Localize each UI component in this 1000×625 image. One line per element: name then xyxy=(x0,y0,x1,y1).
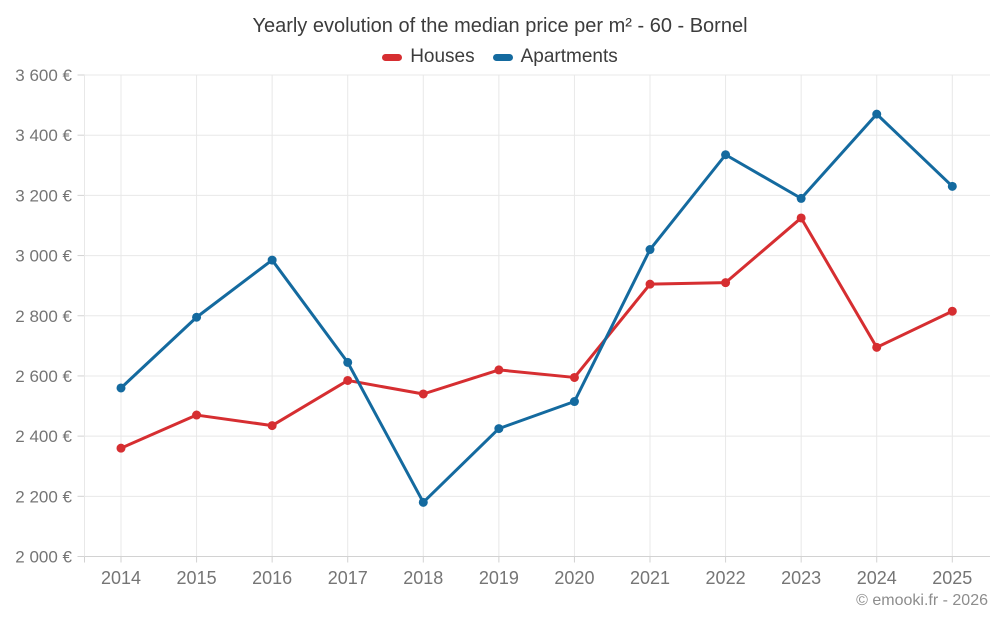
data-point-apartments-2014[interactable] xyxy=(116,383,126,393)
chart-legend: Houses Apartments xyxy=(0,46,1000,68)
apartments-series-swatch-icon xyxy=(492,53,513,61)
x-axis-label: 2022 xyxy=(706,568,746,588)
chart-title: Yearly evolution of the median price per… xyxy=(252,15,748,37)
y-axis-label: 3 400 € xyxy=(15,126,72,145)
data-point-houses-2014[interactable] xyxy=(116,443,126,453)
data-point-apartments-2018[interactable] xyxy=(418,497,428,507)
x-axis-label: 2018 xyxy=(403,568,443,588)
y-axis-label: 2 000 € xyxy=(15,548,72,567)
x-axis-label: 2014 xyxy=(101,568,141,588)
data-point-houses-2021[interactable] xyxy=(645,279,655,289)
y-axis-label: 2 200 € xyxy=(15,487,72,506)
data-point-houses-2015[interactable] xyxy=(192,410,202,420)
x-axis-label: 2017 xyxy=(328,568,368,588)
data-point-apartments-2021[interactable] xyxy=(645,245,655,255)
x-axis-label: 2025 xyxy=(932,568,972,588)
series-line-apartments xyxy=(119,112,954,504)
x-axis-label: 2021 xyxy=(630,568,670,588)
houses-series-swatch-icon xyxy=(382,53,403,61)
series-line-houses xyxy=(119,216,954,450)
data-point-apartments-2015[interactable] xyxy=(192,312,202,322)
copyright-text: © emooki.fr - 2026 xyxy=(856,592,988,609)
data-point-apartments-2016[interactable] xyxy=(267,255,277,265)
data-point-apartments-2023[interactable] xyxy=(796,193,806,203)
y-axis-label: 3 600 € xyxy=(15,66,72,85)
data-point-houses-2016[interactable] xyxy=(267,421,277,431)
data-point-apartments-2025[interactable] xyxy=(947,181,957,191)
x-axis-label: 2020 xyxy=(554,568,594,588)
data-point-houses-2022[interactable] xyxy=(721,278,731,288)
data-point-houses-2017[interactable] xyxy=(343,375,353,385)
x-axis-label: 2015 xyxy=(177,568,217,588)
legend-label-apartments: Apartments xyxy=(520,46,618,67)
x-axis-label: 2019 xyxy=(479,568,519,588)
data-point-apartments-2024[interactable] xyxy=(872,109,882,119)
data-point-houses-2024[interactable] xyxy=(872,342,882,352)
x-axis-label: 2024 xyxy=(857,568,897,588)
legend-label-houses: Houses xyxy=(410,46,475,67)
data-point-apartments-2017[interactable] xyxy=(343,357,353,367)
data-point-houses-2023[interactable] xyxy=(796,213,806,223)
y-axis-label: 2 600 € xyxy=(15,367,72,386)
data-point-houses-2019[interactable] xyxy=(494,365,504,375)
data-point-apartments-2020[interactable] xyxy=(569,397,579,407)
y-axis-label: 3 200 € xyxy=(15,186,72,205)
y-axis-label: 2 400 € xyxy=(15,427,72,446)
data-point-houses-2018[interactable] xyxy=(418,389,428,399)
data-point-apartments-2019[interactable] xyxy=(494,424,504,434)
data-point-apartments-2022[interactable] xyxy=(721,150,731,160)
legend-item-apartments[interactable]: Apartments xyxy=(492,46,618,68)
y-axis-label: 3 000 € xyxy=(15,247,72,266)
legend-item-houses[interactable]: Houses xyxy=(382,46,475,68)
data-point-houses-2020[interactable] xyxy=(569,372,579,382)
x-axis-label: 2016 xyxy=(252,568,292,588)
x-axis-label: 2023 xyxy=(781,568,821,588)
data-point-houses-2025[interactable] xyxy=(947,306,957,316)
y-axis-label: 2 800 € xyxy=(15,307,72,326)
